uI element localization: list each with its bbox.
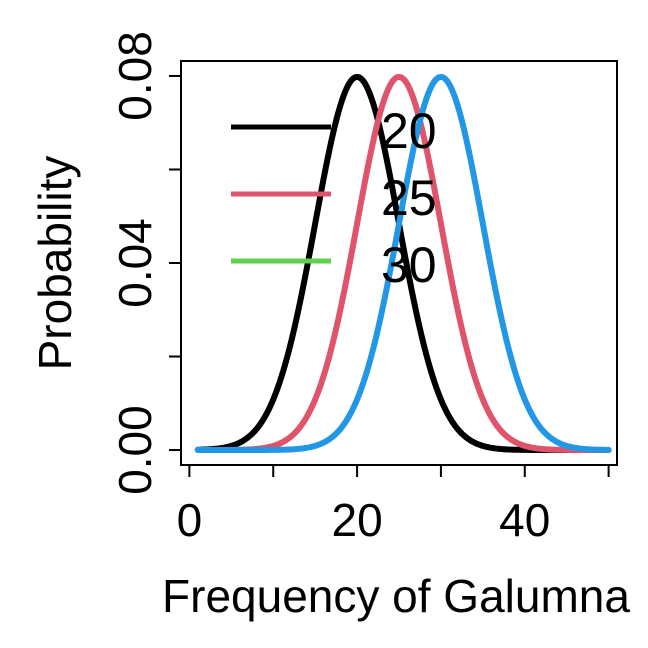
y-tick-label: 0.00 — [109, 405, 161, 495]
legend: 20 25 30 — [231, 103, 437, 293]
legend-label-25: 25 — [381, 170, 437, 226]
y-tick-label: 0.08 — [109, 31, 161, 121]
y-axis: 0.00 0.04 0.08 — [109, 31, 182, 495]
series-line-30 — [194, 73, 612, 454]
legend-label-20: 20 — [381, 103, 437, 159]
y-axis-label: Probability — [29, 156, 81, 371]
x-axis-label: Frequency of Galumna — [162, 570, 630, 622]
x-axis: 0 20 40 — [177, 464, 610, 546]
legend-label-30: 30 — [381, 237, 437, 293]
x-tick-label: 0 — [177, 494, 203, 546]
y-tick-label: 0.04 — [109, 218, 161, 308]
curves — [194, 73, 612, 454]
x-tick-label: 20 — [331, 494, 382, 546]
x-tick-label: 40 — [499, 494, 550, 546]
